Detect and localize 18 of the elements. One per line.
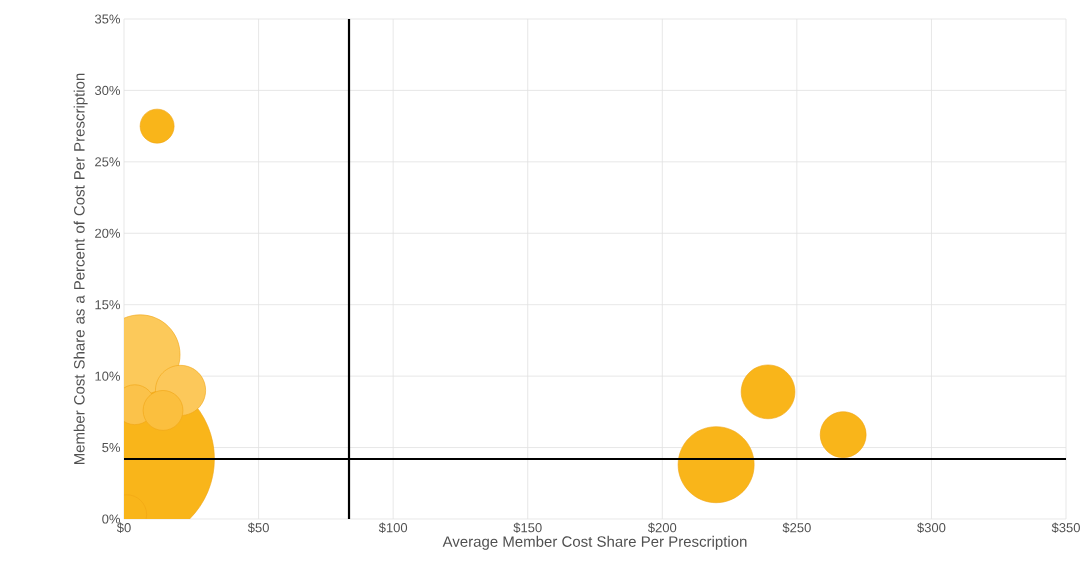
x-tick-label: $300	[917, 522, 946, 534]
y-tick-label: 0%	[102, 514, 121, 524]
y-tick-label: 35%	[94, 14, 121, 24]
y-tick-label: 20%	[95, 228, 121, 238]
x-tick-label: $200	[647, 522, 677, 534]
x-tick-label: $100	[378, 522, 408, 534]
x-axis-title: Average Member Cost Share Per Prescription	[442, 535, 747, 550]
y-tick-label: 5%	[102, 442, 121, 453]
y-tick-label: 15%	[95, 300, 121, 310]
x-tick-label: $350	[1051, 522, 1080, 534]
y-tick-label: 30%	[94, 85, 121, 96]
x-tick-label: $150	[513, 522, 542, 534]
x-tick-label: $250	[782, 522, 811, 534]
y-tick-label: 10%	[95, 371, 121, 381]
x-tick-label: $0	[116, 522, 131, 534]
x-tick-label: $50	[247, 522, 269, 534]
y-tick-label: 25%	[95, 157, 121, 167]
y-axis-title: Member Cost Share as a Percent of Cost Per Prescription	[73, 73, 88, 465]
